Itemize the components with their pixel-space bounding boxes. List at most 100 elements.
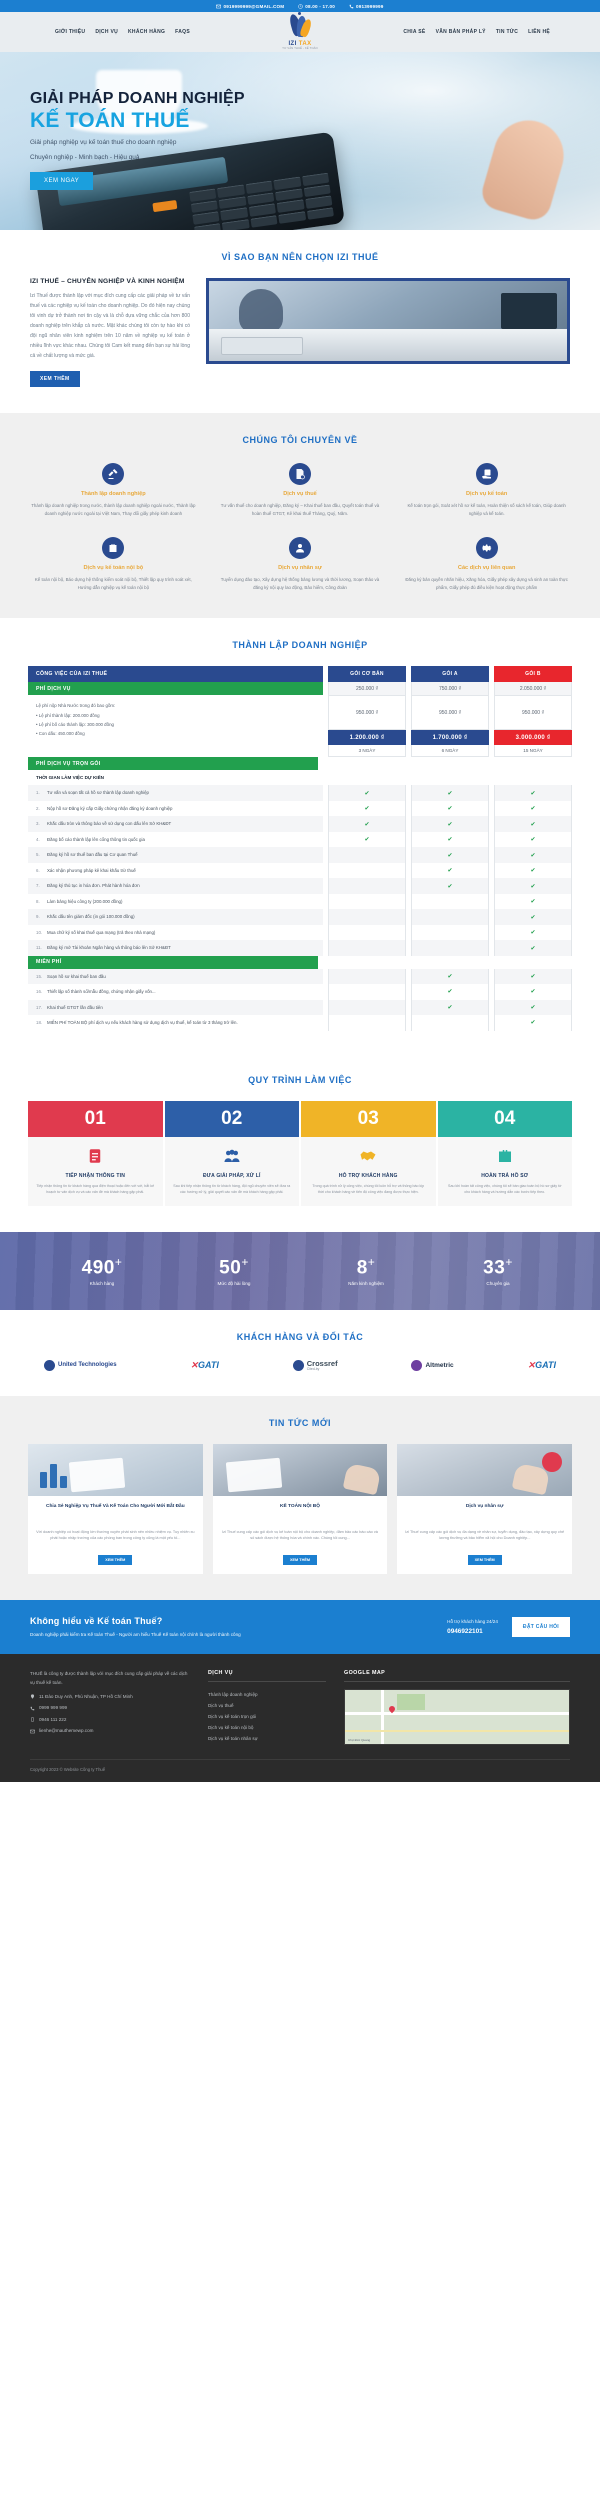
check-icon: ✔ xyxy=(530,989,536,996)
cta-banner: Không hiểu về Kế toán Thuế? Doanh nghiệp… xyxy=(0,1599,600,1655)
nav-item-khach-hang[interactable]: KHÁCH HÀNG xyxy=(128,29,166,35)
clock-icon xyxy=(298,3,304,9)
news-card[interactable]: Dịch vụ nhân sự Izi Thuế cung cấp các gó… xyxy=(397,1443,572,1574)
nav-item-lien-he[interactable]: LIÊN HỆ xyxy=(528,29,550,35)
news-title: Dịch vụ nhân sự xyxy=(465,1503,504,1509)
partner-sub: Cited-by xyxy=(306,1366,320,1371)
news-read-more-button[interactable]: XEM THÊM xyxy=(282,1554,318,1565)
pricing-row-check xyxy=(328,893,406,910)
pricing-row-label: 18. MIỄN PHÍ TOÀN BỘ phí dịch vụ nếu khác… xyxy=(36,1020,238,1026)
footer-email[interactable]: lienhe@mauthemewp.com xyxy=(30,1728,190,1734)
cta-support-phone[interactable]: 0946922101 xyxy=(447,1627,483,1635)
process-step-number: 01 xyxy=(28,1100,163,1137)
pricing-row-check: ✔ xyxy=(411,984,489,1000)
news-heading: TIN TỨC MỚI xyxy=(268,1417,332,1428)
pricing-row-check: ✔ xyxy=(411,968,489,985)
process-step: 01 TIẾP NHẬN THÔNG TIN Tiếp nhận thông t… xyxy=(28,1100,163,1206)
pricing-row: 6. Xác nhận phương pháp kê khai khấu trừ … xyxy=(28,862,572,879)
pricing-row: 10. Mua chữ ký số khai thuế qua mạng (trả… xyxy=(28,924,572,941)
nav-item-dich-vu[interactable]: DỊCH VỤ xyxy=(95,29,118,35)
expertise-card[interactable]: Dịch vụ nhân sự Tuyển dụng đào tạo, Xây … xyxy=(213,536,388,593)
topbar-hours-text: 08.00 - 17.00 xyxy=(305,3,335,9)
news-card[interactable]: Chia Sẻ Nghiệp Vụ Thuế Và Kế Toán Cho Ng… xyxy=(28,1443,203,1574)
expertise-card[interactable]: Dịch vụ thuế Tư vấn thuế cho doanh nghiệ… xyxy=(213,463,388,519)
cta-ask-button[interactable]: ĐẶT CÂU HỎI xyxy=(511,1616,570,1637)
pricing-row-check xyxy=(411,1015,489,1031)
check-icon: ✔ xyxy=(447,989,453,996)
topbar-email[interactable]: 0919999999@GMAIL.COM xyxy=(216,4,284,9)
footer-service-link[interactable]: Thành lập doanh nghiệp xyxy=(208,1692,258,1698)
pricing-row-check: ✔ xyxy=(494,831,572,848)
nav-right-group: CHIA SẺ VĂN BẢN PHÁP LÝ TIN TỨC LIÊN HỆ xyxy=(403,29,550,35)
expertise-card[interactable]: Dịch vụ kế toán nội bộ Kế toán nội bộ, B… xyxy=(26,536,201,593)
expertise-card[interactable]: Dịch vụ kế toán Kế toán trọn gói, Soát x… xyxy=(399,463,574,519)
check-icon: ✔ xyxy=(530,930,536,937)
pricing-row-label: 5. Đăng ký hồ sơ thuế ban đầu tại Cơ quan… xyxy=(28,847,323,863)
stat-value: 33+ xyxy=(432,1255,564,1279)
footer-service-link[interactable]: Dịch vụ kế toán nhân sự xyxy=(208,1736,258,1742)
partner-logo-gati: ✕GATI xyxy=(190,1360,218,1371)
pricing-row-label: 1. Tư vấn và soạn tất cả hồ sơ thành lập … xyxy=(28,785,323,801)
topbar-hours: 08.00 - 17.00 xyxy=(298,4,335,9)
footer-about-text: THUẾ là công ty được thành lập với mục đ… xyxy=(30,1671,188,1686)
nav-item-van-ban-phap-ly[interactable]: VĂN BẢN PHÁP LÝ xyxy=(435,29,486,35)
news-card[interactable]: KẾ TOÁN NỘI BỘ Izi Thuế cung cấp các gói… xyxy=(212,1443,388,1574)
footer-service-link[interactable]: Dịch vụ thuế xyxy=(208,1703,234,1709)
pricing-row-check: ✔ xyxy=(494,785,572,801)
cta-text-block: Không hiểu về Kế toán Thuế? Doanh nghiệp… xyxy=(30,1616,241,1639)
footer-service-link[interactable]: Dịch vụ kế toán trọn gói xyxy=(208,1714,257,1720)
pricing-package-column[interactable]: GÓI B 2.050.000 ₫ 950.000 ₫ 3.000.000 ₫ … xyxy=(494,666,572,758)
expertise-card-title: Các dịch vụ liên quan xyxy=(457,564,516,571)
nav-item-faqs[interactable]: FAQS xyxy=(175,29,190,35)
footer-copyright: Copyright 2023 © Website Công ty Thuế xyxy=(30,1759,570,1782)
pricing-row: 18. MIỄN PHÍ TOÀN BỘ phí dịch vụ nếu khác… xyxy=(28,1015,572,1031)
nav-item-chia-se[interactable]: CHIA SẺ xyxy=(403,29,426,35)
topbar-phone[interactable]: 0913999999 xyxy=(349,4,384,9)
stat-number: 490 xyxy=(81,1257,115,1279)
expertise-card[interactable]: Các dịch vụ liên quan Đăng ký bản quyền … xyxy=(399,536,574,593)
pricing-row-label: 16. Thiết lập số thành sổ/mẫu đồng, chứng… xyxy=(36,989,156,995)
stat-suffix: + xyxy=(367,1254,376,1269)
process-step-number: 02 xyxy=(164,1100,299,1137)
process-step-desc: Sau khi tiếp nhận thông tin từ khách hàn… xyxy=(173,1183,291,1195)
saucer-image xyxy=(70,118,208,134)
expertise-card[interactable]: Thành lập doanh nghiệp Thành lập doanh n… xyxy=(26,463,201,519)
pricing-row-check: ✔ xyxy=(494,999,572,1016)
pricing-row-label: 17. Khai thuế GTGT lần đầu tiên xyxy=(28,999,323,1016)
logo-subtitle: TƯ VẤN THUẾ - KẾ TOÁN xyxy=(282,47,318,50)
site-logo[interactable]: IZI TAX TƯ VẤN THUẾ - KẾ TOÁN xyxy=(273,12,327,50)
footer-phone-2[interactable]: 0946 111 222 xyxy=(30,1717,190,1723)
cta-title: Không hiểu về Kế toán Thuế? xyxy=(30,1615,163,1626)
coffee-cup-image xyxy=(96,70,182,126)
news-read-more-button[interactable]: XEM THÊM xyxy=(467,1554,502,1565)
pricing-row: 1. Tư vấn và soạn tất cả hồ sơ thành lập … xyxy=(28,785,572,801)
process-step-title: HỖ TRỢ KHÁCH HÀNG xyxy=(338,1172,398,1179)
pricing-row-check: ✔ xyxy=(494,984,572,1000)
partner-name: ✕GATI xyxy=(190,1360,219,1371)
expertise-grid-row-2: Dịch vụ kế toán nội bộ Kế toán nội bộ, B… xyxy=(26,536,574,593)
nav-item-tin-tuc[interactable]: TIN TỨC xyxy=(495,29,519,35)
check-icon: ✔ xyxy=(530,837,536,844)
check-icon: ✔ xyxy=(447,852,453,859)
why-us-read-more-button[interactable]: XEM THÊM xyxy=(30,371,80,387)
partner-logo-united: United Technologies xyxy=(44,1360,117,1372)
expertise-card-desc: Kế toán nội bộ, Báo dựng hệ thống kiểm s… xyxy=(34,576,192,591)
footer-phone-1[interactable]: 0999 999 999 xyxy=(30,1705,190,1711)
pricing-row-check: ✔ xyxy=(328,816,406,832)
footer-phone-1-text: 0999 999 999 xyxy=(39,1705,68,1711)
check-icon: ✔ xyxy=(364,837,370,844)
footer-service-link[interactable]: Dịch vụ kế toán nội bộ xyxy=(208,1725,254,1731)
pricing-package-column[interactable]: GÓI CƠ BẢN 250.000 ₫ 950.000 ₫ 1.200.000… xyxy=(328,666,406,758)
pricing-row: 5. Đăng ký hồ sơ thuế ban đầu tại Cơ quan… xyxy=(28,847,572,863)
google-map-embed[interactable]: Chợ Đức Quang xyxy=(344,1689,570,1746)
expertise-card-title: Dịch vụ nhân sự xyxy=(278,564,322,571)
check-icon: ✔ xyxy=(530,790,536,797)
package-service-fee: 950.000 ₫ xyxy=(494,696,572,731)
footer-address-text: 11 Đào Duy Anh, Phú Nhuận, TP Hồ Chí Min… xyxy=(39,1693,133,1699)
pricing-row-check: ✔ xyxy=(494,1015,572,1031)
partner-name: ✕GATI xyxy=(527,1360,556,1371)
pricing-package-column[interactable]: GÓI A 750.000 ₫ 950.000 ₫ 1.700.000 ₫ 6 … xyxy=(411,666,489,758)
hero-cta-button[interactable]: XEM NGAY xyxy=(30,171,94,190)
nav-item-gioi-thieu[interactable]: GIỚI THIỆU xyxy=(55,29,86,35)
news-read-more-button[interactable]: XEM THÊM xyxy=(98,1554,133,1565)
